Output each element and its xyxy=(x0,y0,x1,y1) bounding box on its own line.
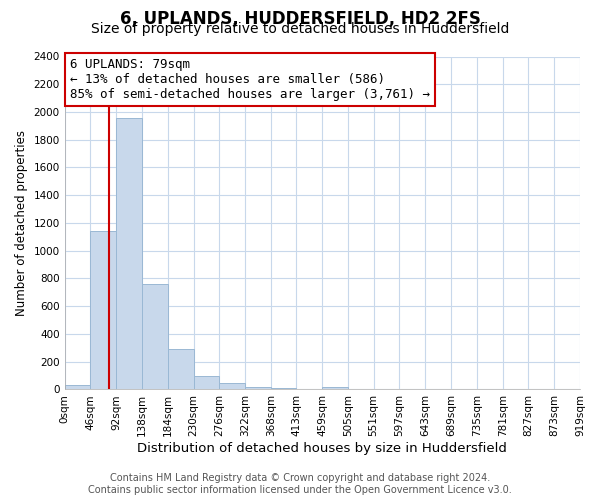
Y-axis label: Number of detached properties: Number of detached properties xyxy=(15,130,28,316)
Text: 6 UPLANDS: 79sqm
← 13% of detached houses are smaller (586)
85% of semi-detached: 6 UPLANDS: 79sqm ← 13% of detached house… xyxy=(70,58,430,101)
Bar xyxy=(168,348,194,390)
Bar xyxy=(296,389,322,390)
X-axis label: Distribution of detached houses by size in Huddersfield: Distribution of detached houses by size … xyxy=(137,442,507,455)
Bar xyxy=(322,386,348,390)
Bar xyxy=(65,384,91,390)
Bar xyxy=(220,382,245,390)
Text: Contains HM Land Registry data © Crown copyright and database right 2024.
Contai: Contains HM Land Registry data © Crown c… xyxy=(88,474,512,495)
Bar xyxy=(271,388,296,390)
Bar xyxy=(245,386,271,390)
Text: 6, UPLANDS, HUDDERSFIELD, HD2 2FS: 6, UPLANDS, HUDDERSFIELD, HD2 2FS xyxy=(119,10,481,28)
Bar xyxy=(142,284,168,390)
Bar xyxy=(116,118,142,390)
Bar xyxy=(194,376,220,390)
Bar xyxy=(91,232,116,390)
Text: Size of property relative to detached houses in Huddersfield: Size of property relative to detached ho… xyxy=(91,22,509,36)
